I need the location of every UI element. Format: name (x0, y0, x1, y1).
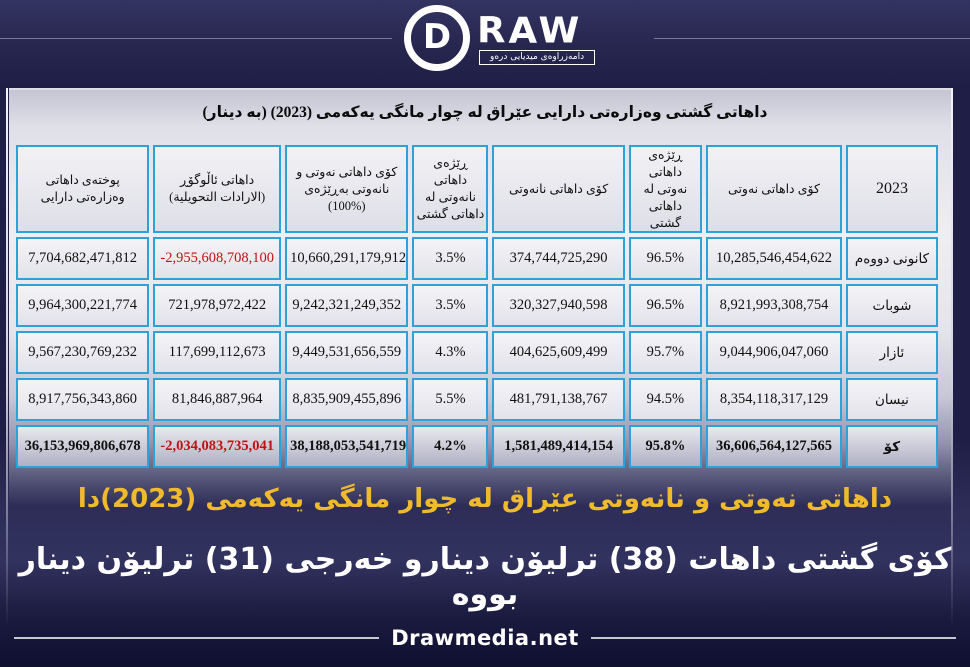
value-cell: 38,188,053,541,719 (285, 425, 409, 469)
value-cell: 94.5% (628, 378, 703, 422)
total-row: کۆ 36,606,564,127,565 95.8% 1,581,489,414,1… (16, 425, 938, 469)
table-title: داهاتی گشتی وەزارەتی دارایی عێراق له چوا… (202, 104, 768, 121)
value-cell: 4.2% (412, 425, 489, 469)
table-row: نیسان 8,354,118,317,129 94.5% 481,791,138,7… (16, 378, 938, 422)
value-cell: 320,327,940,598 (492, 284, 625, 328)
value-cell: 404,625,609,499 (492, 331, 625, 375)
value-cell: 8,835,909,455,896 (285, 378, 409, 422)
column-header: کۆی داهاتی نەوتی (706, 145, 842, 234)
value-cell: 9,449,531,656,559 (285, 331, 409, 375)
draw-logo-icon: D (404, 5, 470, 71)
value-cell: 96.5% (628, 237, 703, 281)
website-footer: Drawmedia.net (14, 626, 957, 650)
value-cell: 3.5% (412, 284, 489, 328)
month-cell: نیسان (845, 378, 938, 422)
table-header: 2023 کۆی داهاتی نەوتی ڕێژەی داهاتی نەوتی ل… (16, 145, 938, 234)
logo-d-letter: D (422, 16, 452, 57)
month-cell: شوبات (845, 284, 938, 328)
month-cell: ئازار (845, 331, 938, 375)
logo-wordmark: RAW (477, 10, 583, 51)
value-cell: 95.7% (628, 331, 703, 375)
right-bevel-line (951, 88, 953, 628)
value-cell: 36,606,564,127,565 (706, 425, 842, 469)
left-bevel-line (6, 88, 8, 628)
month-cell: کانونی دووەم (845, 237, 938, 281)
column-header: پوختەی داهاتی وەزارەتی دارایی (16, 145, 150, 234)
footer-line-left (14, 637, 380, 639)
value-cell: 8,921,993,308,754 (706, 284, 842, 328)
column-header: کۆی داهاتی نەوتی و نانەوتی بەڕێژەی (%100… (285, 145, 409, 234)
value-cell: 721,978,972,422 (153, 284, 282, 328)
value-cell: 7,704,682,471,812 (16, 237, 150, 281)
value-cell: 117,699,112,673 (153, 331, 282, 375)
logo-tagline: دامەزراوەی میدیایی درەو (479, 50, 596, 65)
header-divider-line-left (0, 38, 392, 39)
month-cell: کۆ (845, 425, 938, 469)
value-cell: 9,567,230,769,232 (16, 331, 150, 375)
table-row: ئازار 9,044,906,047,060 95.7% 404,625,609,4… (16, 331, 938, 375)
value-cell: 9,964,300,221,774 (16, 284, 150, 328)
value-cell: 36,153,969,806,678 (16, 425, 150, 469)
value-cell: 1,581,489,414,154 (492, 425, 625, 469)
value-cell: 9,242,321,249,352 (285, 284, 409, 328)
value-cell: 10,660,291,179,912 (285, 237, 409, 281)
column-header: داهاتی ئاڵوگۆڕ (الارادات التحويلية) (153, 145, 282, 234)
value-cell: 96.5% (628, 284, 703, 328)
headline-oil-revenue: داهاتی نەوتی و نانەوتی عێراق له چوار مان… (77, 484, 893, 514)
value-cell: -2,034,083,735,041 (153, 425, 282, 469)
value-cell: 9,044,906,047,060 (706, 331, 842, 375)
value-cell: 95.8% (628, 425, 703, 469)
table-body: کانونی دووەم 10,285,546,454,622 96.5% 374,7… (16, 237, 938, 469)
value-cell: 5.5% (412, 378, 489, 422)
value-cell: 8,354,118,317,129 (706, 378, 842, 422)
value-cell: 3.5% (412, 237, 489, 281)
headline-total-revenue: کۆی گشتی داهات (38) ترلیۆن دینارو خەرجی … (18, 542, 952, 612)
column-header: 2023 (845, 145, 938, 234)
revenue-table: 2023 کۆی داهاتی نەوتی ڕێژەی داهاتی نەوتی ل… (12, 141, 942, 472)
table-row: کانونی دووەم 10,285,546,454,622 96.5% 374,7… (16, 237, 938, 281)
column-header: ڕێژەی داهاتی نەوتی له داهاتی گشتی (628, 145, 703, 234)
column-header: کۆی داهاتی نانەوتی (492, 145, 625, 234)
value-cell: 374,744,725,290 (492, 237, 625, 281)
footer-line-right (590, 637, 957, 639)
value-cell: 8,917,756,343,860 (16, 378, 150, 422)
website-url: Drawmedia.net (391, 626, 579, 650)
table-row: شوبات 8,921,993,308,754 96.5% 320,327,940,5… (16, 284, 938, 328)
value-cell: -2,955,608,708,100 (153, 237, 282, 281)
value-cell: 481,791,138,767 (492, 378, 625, 422)
value-cell: 10,285,546,454,622 (706, 237, 842, 281)
column-header: ڕێژەی داهاتی نانەوتی له داهاتی گشتی (412, 145, 489, 234)
value-cell: 81,846,887,964 (153, 378, 282, 422)
value-cell: 4.3% (412, 331, 489, 375)
header-divider-line-right (654, 38, 970, 39)
